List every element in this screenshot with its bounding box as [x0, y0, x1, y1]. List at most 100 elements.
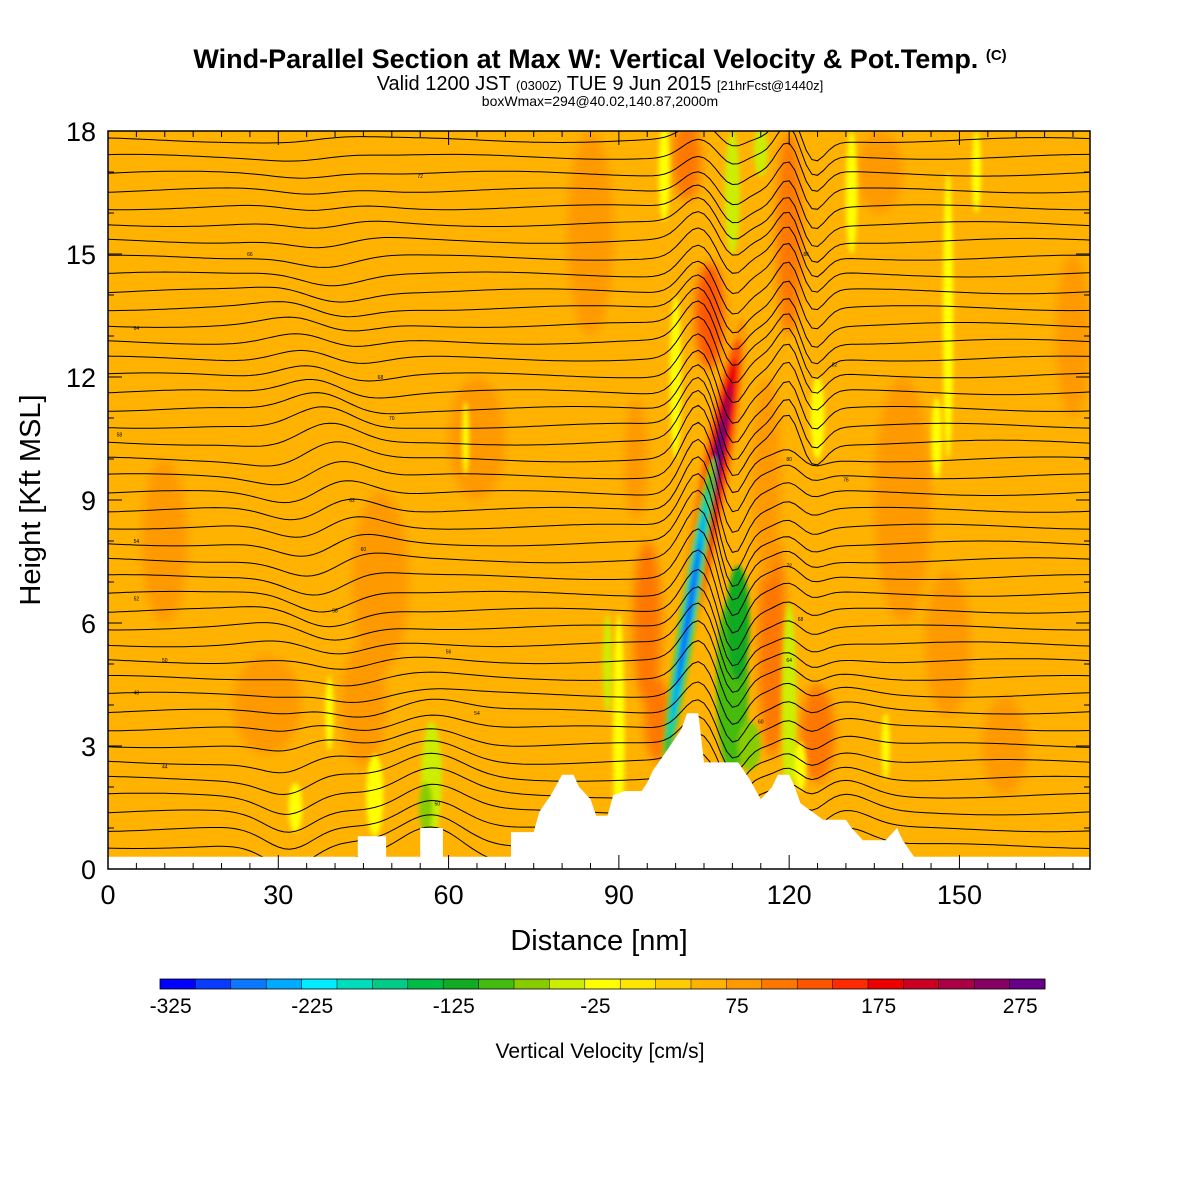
isentrope-line: [108, 161, 1090, 210]
downdraft-cell: [602, 614, 613, 714]
isentrope-line: [108, 715, 1090, 773]
isentrope-line: [108, 699, 1090, 759]
isentrope-line: [108, 226, 1090, 278]
isentrope-label: 54: [474, 711, 480, 717]
isentrope-line: [108, 549, 1090, 634]
isentrope-label: 68: [798, 617, 804, 623]
chart-title-suffix: (C): [985, 47, 1007, 64]
colorbar-swatch: [903, 979, 940, 989]
isentrope-line: [108, 751, 1090, 800]
contour-labels: 44 48 50 52 54 58 64 66 72 68 70 62 60 58 56 54 50 80 82 86…: [117, 174, 849, 807]
isentrope-line: [108, 456, 1090, 553]
velocity-cell: [340, 643, 387, 767]
isentrope-line: [108, 376, 1090, 461]
velocity-cell: [624, 397, 648, 521]
velocity-cell: [925, 569, 971, 718]
y-tick-label: 12: [66, 363, 96, 393]
colorbar-tick-label: -25: [580, 995, 610, 1018]
isentrope-label: 50: [162, 658, 168, 664]
isentrope-line: [108, 586, 1090, 667]
isentrope-line: [108, 260, 1090, 315]
downdraft-cell: [462, 401, 470, 476]
colorbar-swatch: [337, 979, 373, 989]
x-tick-label: 120: [767, 880, 812, 910]
downdraft-cell: [726, 565, 750, 681]
downdraft-cell: [942, 172, 954, 459]
isentrope-line: [108, 243, 1090, 295]
velocity-cell: [874, 377, 932, 623]
colorbar-tick-label: -325: [150, 995, 192, 1018]
isentrope-line: [108, 783, 1090, 834]
isentrope-line: [108, 389, 1090, 477]
colorbar-swatch: [620, 979, 657, 989]
colorbar-swatch: [514, 979, 550, 989]
x-tick-label: 30: [263, 880, 293, 910]
isentrope-line: [108, 528, 1090, 617]
velocity-cell: [633, 541, 662, 705]
downdraft-core: [676, 541, 701, 688]
vertical-velocity-field: [108, 131, 1090, 869]
isentrope-label: 80: [786, 457, 792, 463]
x-tick-label: 90: [604, 880, 634, 910]
isentrope-label: 82: [832, 363, 838, 369]
isentrope-line: [108, 568, 1090, 652]
x-tick-label: 150: [937, 880, 982, 910]
isentrope-line: [108, 640, 1090, 708]
isentrope-line: [108, 197, 1090, 248]
isentrope-label: 56: [446, 650, 452, 656]
isentrope-label: 60: [361, 547, 367, 553]
y-tick-label: 0: [81, 855, 96, 885]
isentrope-line: [108, 286, 1090, 350]
colorbar-swatch: [549, 979, 586, 989]
chart-title-text: Wind-Parallel Section at Max W: Vertical…: [193, 44, 979, 74]
isentrope-line: [108, 507, 1090, 601]
isentrope-label: 86: [803, 252, 809, 258]
colorbar-swatch: [1009, 979, 1046, 989]
velocity-cell: [232, 655, 301, 755]
subtitle-utc: (0300Z): [516, 78, 562, 93]
downdraft-cell: [845, 131, 858, 254]
colorbar-swatch: [868, 979, 904, 989]
isentrope-label: 72: [786, 564, 792, 570]
velocity-cell: [752, 377, 781, 582]
y-tick-label: 15: [66, 240, 96, 270]
isentrope-line: [108, 602, 1090, 680]
isentrope-line: [108, 404, 1090, 494]
terrain-profile: [108, 713, 1090, 869]
downdraft-cell: [781, 602, 797, 808]
isentrope-label: 50: [434, 801, 440, 807]
colorbar-swatch: [797, 979, 834, 989]
velocity-cell: [448, 377, 506, 500]
isentrope-line: [108, 620, 1090, 693]
colorbar-swatch: [478, 979, 515, 989]
downdraft-cell: [810, 377, 825, 459]
velocity-cell: [352, 491, 409, 673]
chart-subtitle: Valid 1200 JST (0300Z) TUE 9 Jun 2015 [2…: [0, 74, 1200, 96]
y-tick-label: 9: [81, 486, 96, 516]
downdraft-cell: [725, 131, 740, 254]
isentrope-line: [108, 349, 1090, 424]
isentrope-line: [108, 661, 1090, 725]
isentrope-label: 72: [417, 174, 423, 180]
colorbar-tick-label: 275: [1003, 995, 1038, 1018]
downdraft-cell: [738, 721, 761, 771]
potential-temperature-contours: [108, 131, 1090, 869]
downdraft-cell: [931, 397, 942, 480]
colorbar-swatch: [372, 979, 409, 989]
x-axis-label: Distance [nm]: [510, 925, 687, 957]
colorbar-swatch: [938, 979, 975, 989]
isentrope-label: 60: [758, 719, 764, 725]
isentrope-label: 66: [247, 252, 253, 258]
colorbar-frame: [159, 978, 1046, 990]
colorbar: -325 -225 -125 -25 75 175 275: [150, 978, 1046, 1018]
colorbar-swatch: [691, 979, 727, 989]
terrain-mask: [108, 713, 1090, 869]
colorbar-swatch: [443, 979, 480, 989]
colorbar-swatch: [266, 979, 303, 989]
isentrope-line: [108, 180, 1090, 230]
isentrope-line: [108, 131, 1090, 162]
isentrope-line: [108, 438, 1090, 533]
y-tick-label: 18: [66, 117, 96, 147]
